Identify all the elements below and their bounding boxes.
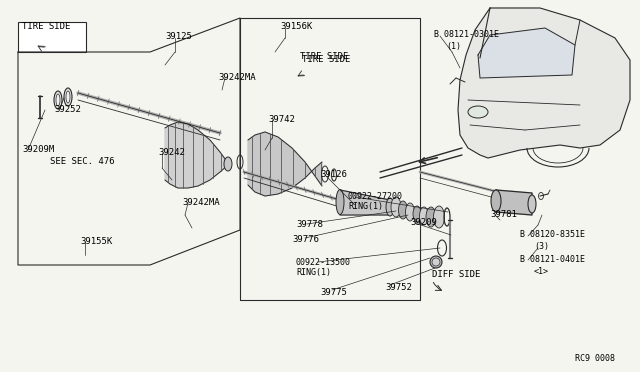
Ellipse shape bbox=[56, 94, 60, 106]
Ellipse shape bbox=[386, 198, 394, 216]
Text: 00922-13500: 00922-13500 bbox=[296, 258, 351, 267]
Text: 39242: 39242 bbox=[158, 148, 185, 157]
Ellipse shape bbox=[66, 91, 70, 103]
Text: 39752: 39752 bbox=[385, 283, 412, 292]
Text: 39778: 39778 bbox=[296, 220, 323, 229]
Ellipse shape bbox=[491, 190, 501, 212]
Polygon shape bbox=[248, 132, 322, 196]
Text: 39125: 39125 bbox=[165, 32, 192, 41]
Ellipse shape bbox=[468, 106, 488, 118]
Ellipse shape bbox=[64, 88, 72, 106]
Text: TIRE SIDE: TIRE SIDE bbox=[300, 52, 348, 61]
Ellipse shape bbox=[399, 201, 408, 219]
Text: 39776: 39776 bbox=[292, 235, 319, 244]
Text: B 08120-8351E: B 08120-8351E bbox=[520, 230, 585, 239]
Ellipse shape bbox=[391, 197, 401, 217]
Ellipse shape bbox=[430, 256, 442, 268]
Text: 39252: 39252 bbox=[54, 105, 81, 114]
Polygon shape bbox=[478, 28, 575, 78]
Bar bbox=[18, 22, 86, 52]
Ellipse shape bbox=[528, 195, 536, 213]
Text: TIRE SIDE: TIRE SIDE bbox=[302, 55, 350, 64]
Text: 39155K: 39155K bbox=[80, 237, 112, 246]
Text: SEE SEC. 476: SEE SEC. 476 bbox=[50, 157, 115, 166]
Ellipse shape bbox=[224, 157, 232, 171]
Ellipse shape bbox=[432, 258, 440, 266]
Ellipse shape bbox=[413, 206, 421, 222]
Ellipse shape bbox=[426, 207, 436, 227]
Polygon shape bbox=[458, 8, 630, 158]
Text: (3): (3) bbox=[534, 242, 549, 251]
Ellipse shape bbox=[336, 189, 344, 215]
Ellipse shape bbox=[54, 91, 62, 109]
Ellipse shape bbox=[419, 207, 429, 225]
Text: DIFF SIDE: DIFF SIDE bbox=[432, 270, 481, 279]
Text: 39242MA: 39242MA bbox=[218, 73, 255, 82]
Text: B 08121-0401E: B 08121-0401E bbox=[520, 255, 585, 264]
Text: 39775: 39775 bbox=[320, 288, 347, 297]
Ellipse shape bbox=[406, 203, 415, 221]
Text: 39742: 39742 bbox=[268, 115, 295, 124]
Text: 39126: 39126 bbox=[320, 170, 347, 179]
Polygon shape bbox=[340, 190, 390, 215]
Text: 00922-27200: 00922-27200 bbox=[348, 192, 403, 201]
Text: <1>: <1> bbox=[534, 267, 549, 276]
Text: B 08121-0301E: B 08121-0301E bbox=[434, 30, 499, 39]
Text: 39209: 39209 bbox=[410, 218, 437, 227]
Polygon shape bbox=[496, 190, 532, 215]
Ellipse shape bbox=[433, 206, 445, 228]
Text: TIRE SIDE: TIRE SIDE bbox=[22, 22, 70, 31]
Text: 39781: 39781 bbox=[490, 210, 517, 219]
Text: 39156K: 39156K bbox=[280, 22, 312, 31]
Text: RC9 0008: RC9 0008 bbox=[575, 354, 615, 363]
Text: 39242MA: 39242MA bbox=[182, 198, 220, 207]
Polygon shape bbox=[165, 122, 228, 188]
Text: RING(1): RING(1) bbox=[348, 202, 383, 211]
Text: RING(1): RING(1) bbox=[296, 268, 331, 277]
Text: (1): (1) bbox=[446, 42, 461, 51]
Text: 39209M: 39209M bbox=[22, 145, 54, 154]
